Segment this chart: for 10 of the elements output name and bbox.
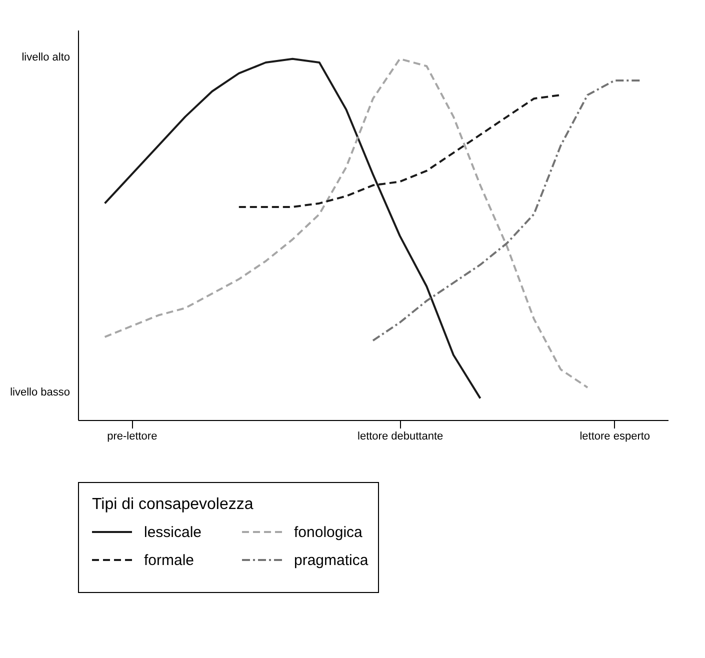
text: livello alto [22,51,70,64]
x-tick-label: lettore esperto [580,430,650,442]
legend-label: pragmatica [294,552,369,569]
legend-label: lessicale [144,524,202,541]
x-tick-label: lettore debuttante [358,430,444,442]
text: livello basso [10,386,70,399]
x-tick-label: pre-lettore [107,430,158,442]
legend-title: Tipi di consapevolezza [92,496,254,513]
legend-label: fonologica [294,524,364,541]
legend-label: formale [144,552,194,569]
